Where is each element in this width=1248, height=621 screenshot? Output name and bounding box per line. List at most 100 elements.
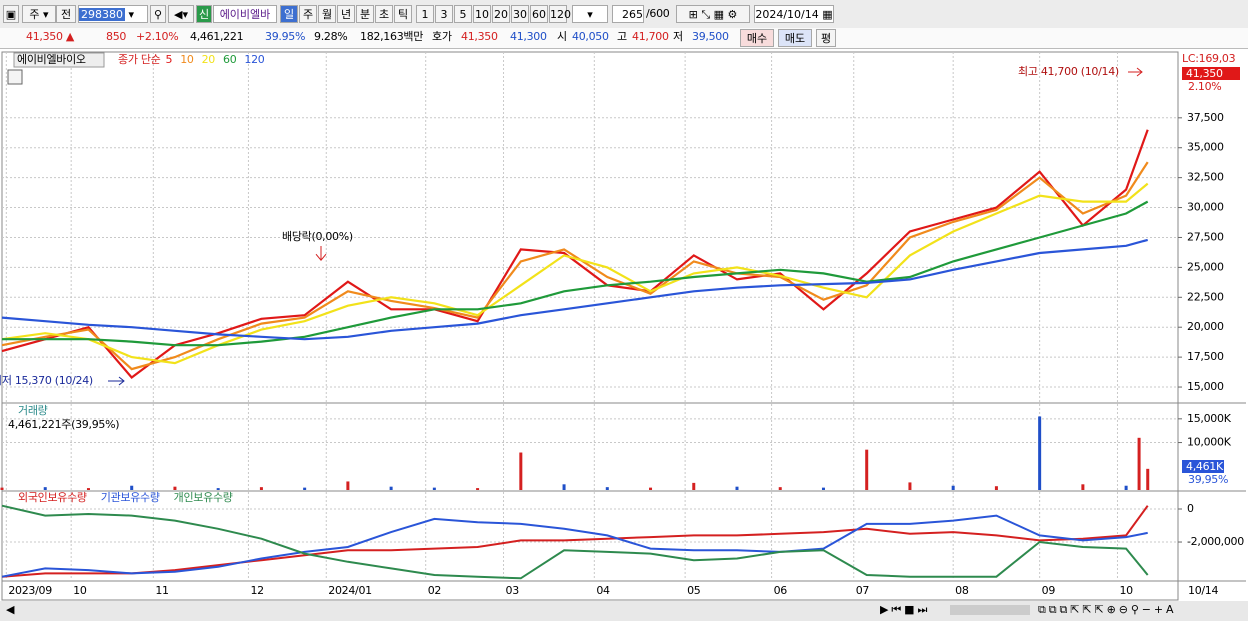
chart-title: 에이비엘바이오 [17,53,86,66]
change: 850 [106,30,127,43]
y-tick-label: 30,000 [1187,201,1224,214]
period-select[interactable]: 주 ▾ [22,5,56,23]
volume-bar [43,487,47,490]
toolbar-button[interactable]: 10 [473,5,491,23]
date-input[interactable]: 2024/10/14 ▦ [754,5,834,23]
table-icon[interactable] [7,69,23,85]
toolbar-button[interactable]: 분 [356,5,374,23]
toolbar-button[interactable]: 1 [416,5,434,23]
toolbar-button[interactable]: 일 [280,5,298,23]
last-price: 41,350 [1186,67,1223,80]
toolbar-button[interactable]: 5 [454,5,472,23]
period-text: 주 [29,8,40,21]
toolbar-button[interactable]: 월 [318,5,336,23]
scroll-buttons[interactable]: ▶ ⏮ ■ ⏭ [880,603,928,616]
toolbar-button[interactable]: 초 [375,5,393,23]
volume-bar [259,487,263,490]
annotation-arrow [315,246,327,261]
volume-bar [476,488,480,490]
avg-button[interactable]: 평 [816,29,836,47]
annotation-arrow [1128,67,1143,77]
volume-bar [346,481,350,490]
volume-bar [778,487,782,490]
toolbar-button[interactable]: 3 [435,5,453,23]
price: 41,350 ▲ [26,30,75,43]
y-tick-label: 10,000K [1187,436,1232,449]
toolbar-button[interactable]: 120 [549,5,571,23]
low: 39,500 [692,30,729,43]
volume-bar [649,487,653,490]
volume-bar [0,487,4,490]
legend-entry: 개인보유수량 [174,491,233,504]
volume-bar [735,486,739,490]
toolbar-button[interactable]: 주 [299,5,317,23]
volume-bar [1124,485,1128,490]
legend-entry: 10 [180,53,194,66]
x-tick-label: 2023/09 [8,584,52,597]
volume-bar [692,482,696,490]
volume-bar [562,484,566,490]
volume-bar [432,487,436,490]
series-line [1,182,1149,365]
sound-icon[interactable]: ◀▾ [168,5,194,23]
annotation: 최저 15,370 (10/24) [0,374,93,387]
y-tick-label: 25,000 [1187,260,1224,273]
tool-icons[interactable]: ⧉ ⧉ ⧉ ⇱ ⇱ ⇱ ⊕ ⊖ ⚲ − + A [1038,603,1174,616]
legend-entry: 기관보유수량 [101,491,160,504]
toolbar-button[interactable]: 틱 [394,5,412,23]
count[interactable]: 265 [612,5,644,23]
series-line [1,161,1149,371]
annotation: 배당락(0,00%) [282,230,353,243]
series-line [1,505,1149,578]
turnover: 9.28% [314,30,348,43]
volume-bar [951,485,955,490]
x-tick-label: 04 [596,584,610,597]
volume-bar [1146,468,1150,490]
x-tick-label: 11 [155,584,168,597]
volume-bar [389,486,393,490]
scroll-left[interactable]: ◀ [6,603,15,616]
volume-bar [303,487,307,490]
last-volume: 4,461K [1186,460,1224,473]
volume-subtitle: 4,461,221주(39,95%) [8,418,119,431]
legend-entry: 120 [244,53,264,66]
scope[interactable]: 전 [56,5,76,23]
legend-entry: 5 [165,53,172,66]
stock-name[interactable]: 에이비엘바 [213,5,277,23]
volume-bar [1038,416,1042,490]
buy-button[interactable]: 매수 [740,29,774,47]
tool-icons[interactable]: ⊞ ⤡ ▦ ⚙ [676,5,750,23]
toolbar-button[interactable]: 60 [530,5,548,23]
y-tick-label: 22,500 [1187,290,1224,303]
y-tick-label: 37,500 [1187,111,1224,124]
y-tick-label: 0 [1187,502,1194,515]
background [0,50,1248,601]
volume-bar [821,487,825,490]
sell-button[interactable]: 매도 [778,29,812,47]
x-tick-label: 10 [1119,584,1133,597]
code-input[interactable]: 298380 ▾ [78,5,148,23]
search-icon[interactable]: ⚲ [150,5,166,23]
volume-bar [86,488,90,490]
toolbar-button[interactable]: 년 [337,5,355,23]
quote-label: 호가 [432,30,452,43]
menu-icon[interactable]: ▣ [3,5,19,23]
y-tick-label: 35,000 [1187,141,1224,154]
y-tick-label: 20,000 [1187,320,1224,333]
last-volume-box [1182,460,1224,473]
x-tick-label: 2024/01 [328,584,372,597]
zoom-slider[interactable] [950,605,1030,615]
toolbar-button[interactable]: 20 [492,5,510,23]
volume-bar [130,485,134,490]
volume-bar [173,486,177,490]
volume-bar [994,486,998,490]
x-tick-label: 07 [856,584,870,597]
legend-entry: 외국인보유수량 [18,491,87,504]
toolbar-button[interactable]: 30 [511,5,529,23]
scrollbar[interactable] [0,601,1248,621]
y-tick-label: 17,500 [1187,350,1224,363]
change-rate: +2.10% [136,30,179,43]
multiplier-dropdown[interactable]: ▾ [572,5,608,23]
